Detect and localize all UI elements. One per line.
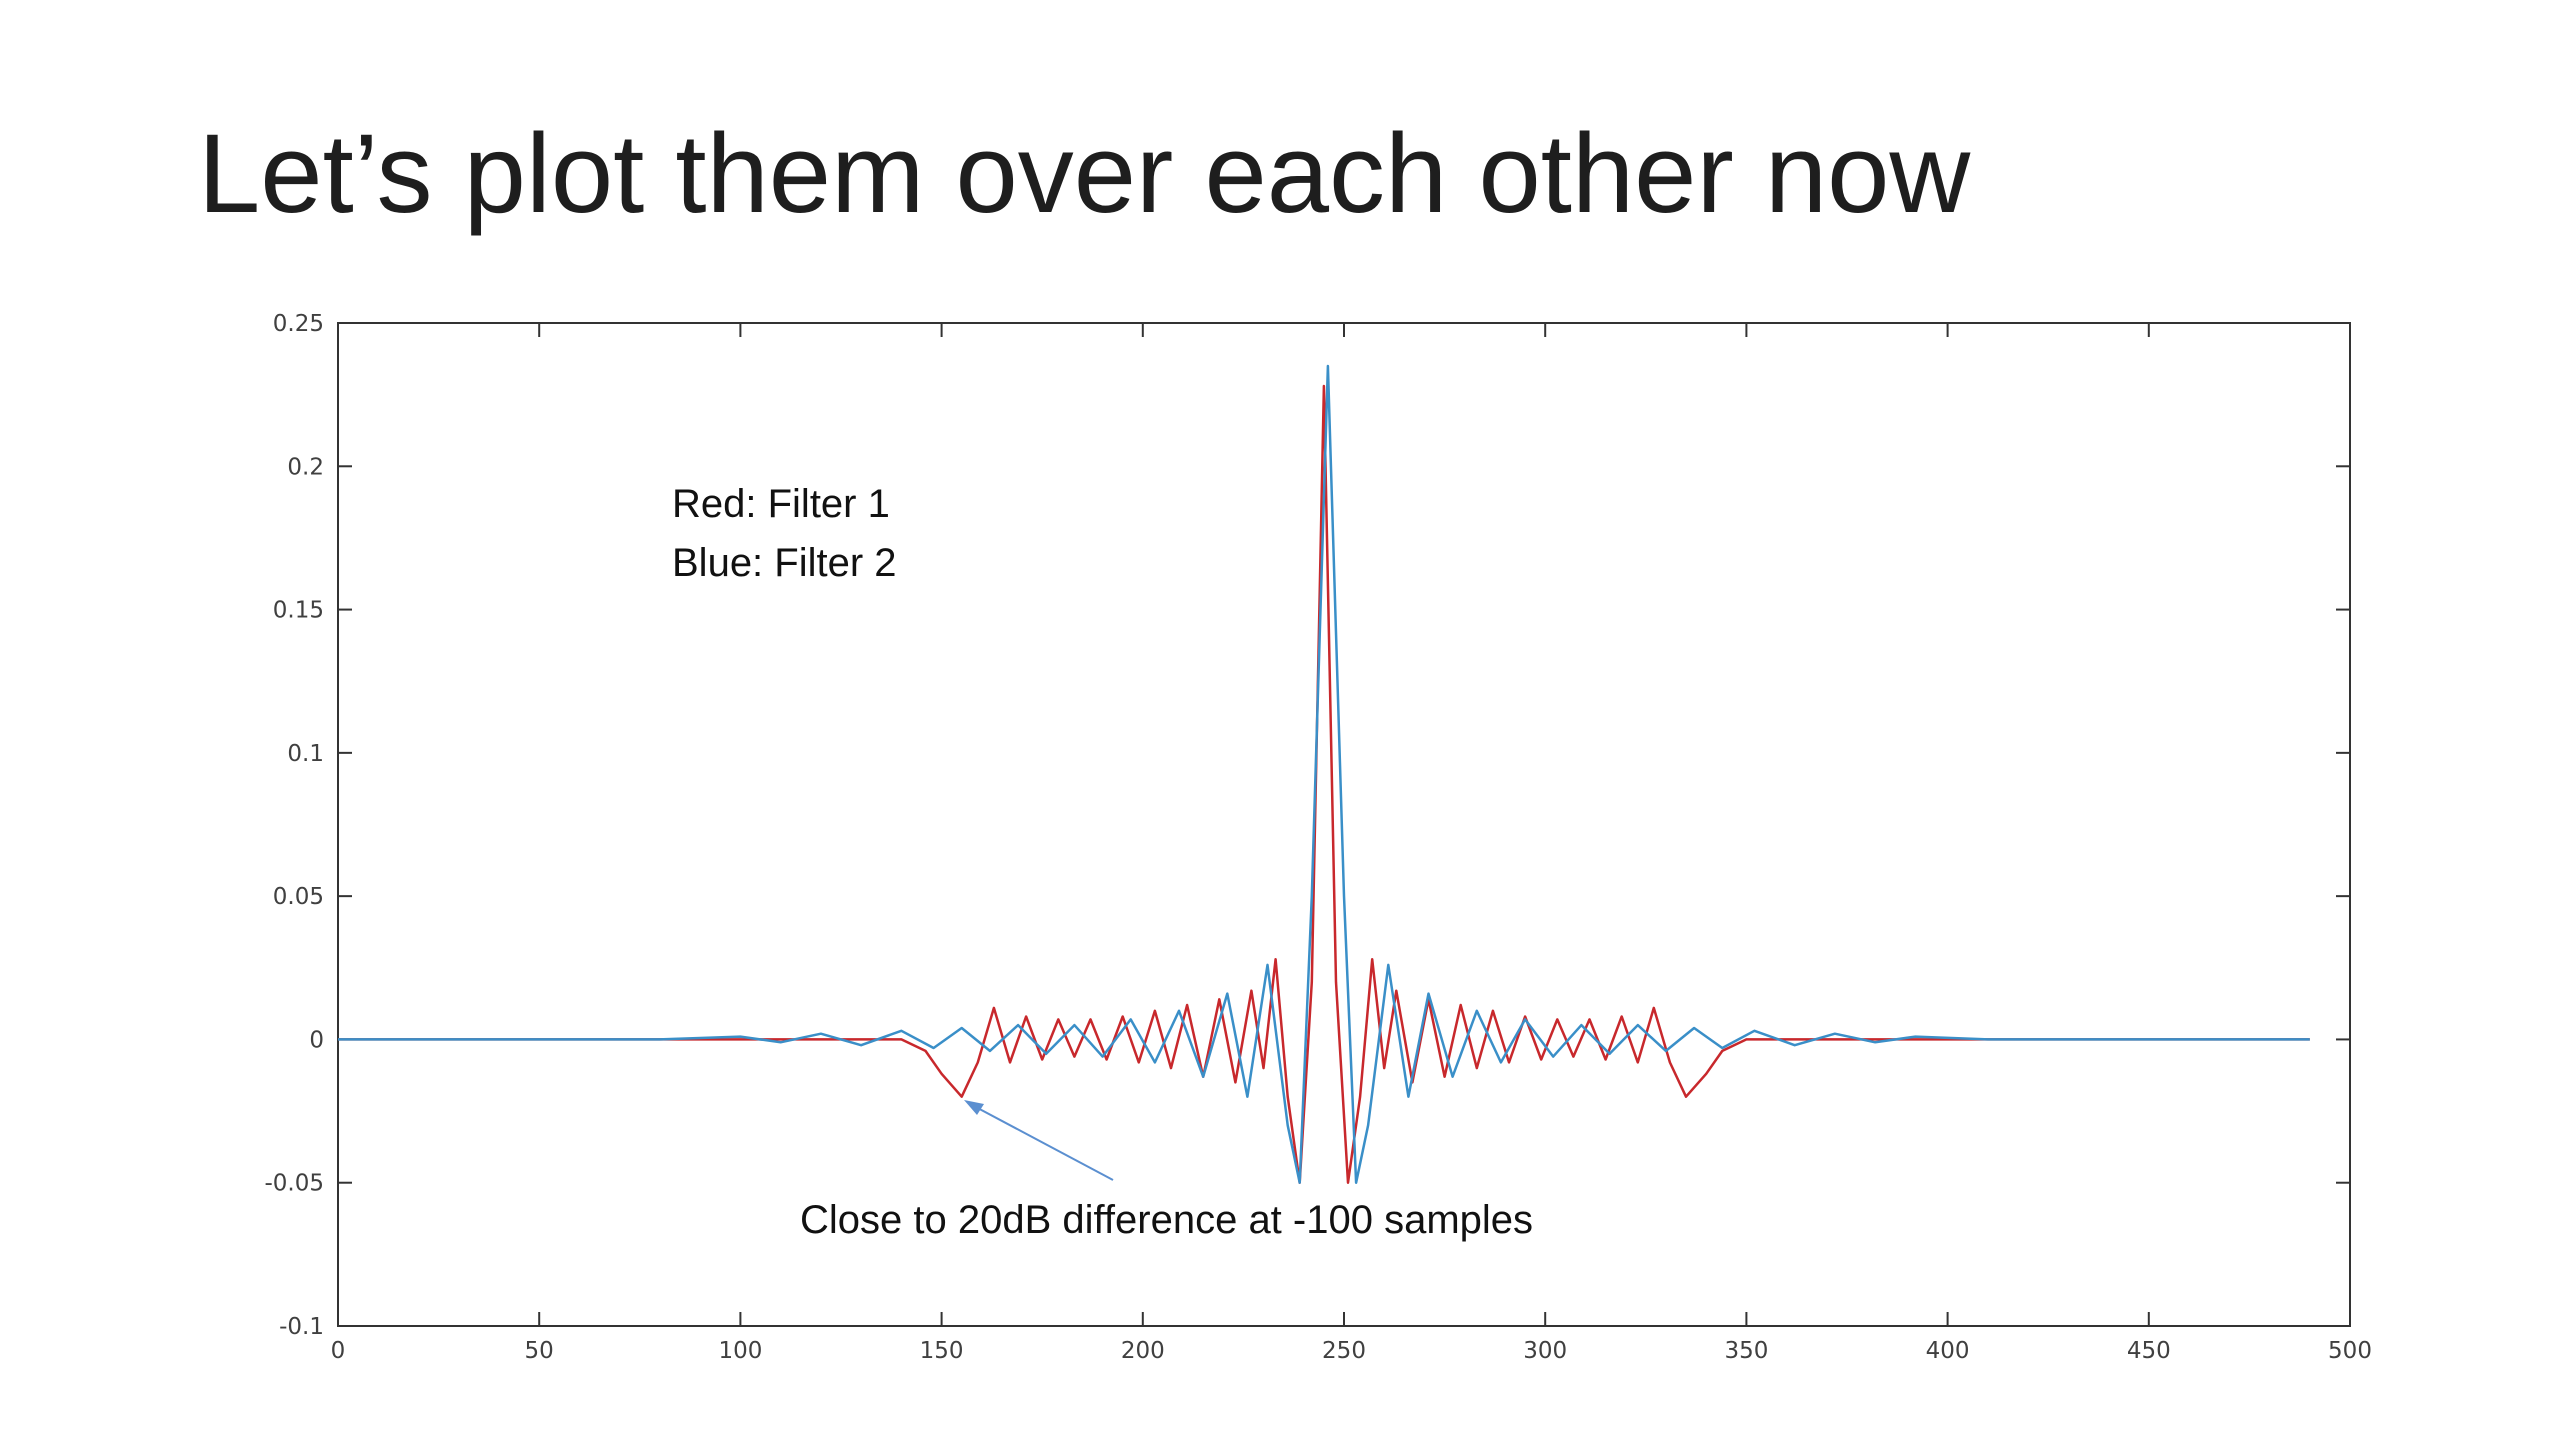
chart: 0 50 100 150 200 250 300 350 400 450 500 -0.1 -0.05 0…: [264, 311, 2371, 1364]
x-tick-label: 0: [331, 1338, 346, 1364]
y-tick-label: -0.1: [279, 1314, 324, 1340]
y-tick-label: 0: [309, 1027, 324, 1053]
x-tick-label: 150: [920, 1338, 964, 1364]
x-tick-label: 300: [1523, 1338, 1567, 1364]
x-tick-label: 500: [2328, 1338, 2372, 1364]
y-tick-label: 0.2: [287, 454, 324, 480]
slide-title: Let’s plot them over each other now: [198, 111, 1971, 236]
x-tick-label: 100: [718, 1338, 762, 1364]
y-tick-label: -0.05: [264, 1171, 324, 1197]
arrow-head: [964, 1100, 984, 1115]
data-line: [338, 384, 2310, 1184]
y-tick-label: 0.1: [287, 741, 324, 767]
y-tick-label: 0.25: [273, 311, 324, 337]
data-line: [338, 364, 2310, 1184]
x-tick-label: 400: [1926, 1338, 1970, 1364]
y-tick-label: 0.05: [273, 884, 324, 910]
plot-frame: [337, 322, 2351, 1327]
x-tick-label: 350: [1724, 1338, 1768, 1364]
annotation-arrow: [971, 1104, 1114, 1181]
x-tick-label: 250: [1322, 1338, 1366, 1364]
annotation: Blue: Filter 2: [672, 541, 897, 585]
x-tick-label: 200: [1121, 1338, 1165, 1364]
y-tick-label: 0.15: [273, 598, 324, 624]
annotation: Close to 20dB difference at -100 samples: [800, 1198, 1533, 1242]
x-tick-label: 450: [2127, 1338, 2171, 1364]
x-tick-label: 50: [525, 1338, 554, 1364]
annotation: Red: Filter 1: [672, 482, 890, 526]
